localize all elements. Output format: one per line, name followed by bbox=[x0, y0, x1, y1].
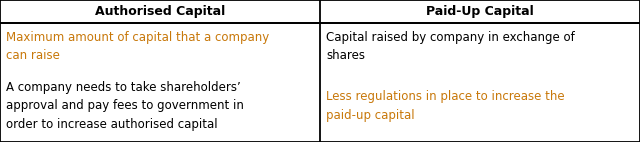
Text: Less regulations in place to increase the
paid-up capital: Less regulations in place to increase th… bbox=[326, 90, 564, 122]
Text: A company needs to take shareholders’
approval and pay fees to government in
ord: A company needs to take shareholders’ ap… bbox=[6, 81, 244, 131]
Text: Paid-Up Capital: Paid-Up Capital bbox=[426, 5, 534, 18]
Text: Authorised Capital: Authorised Capital bbox=[95, 5, 225, 18]
Text: Capital raised by company in exchange of
shares: Capital raised by company in exchange of… bbox=[326, 31, 575, 62]
Text: Maximum amount of capital that a company
can raise: Maximum amount of capital that a company… bbox=[6, 31, 269, 62]
